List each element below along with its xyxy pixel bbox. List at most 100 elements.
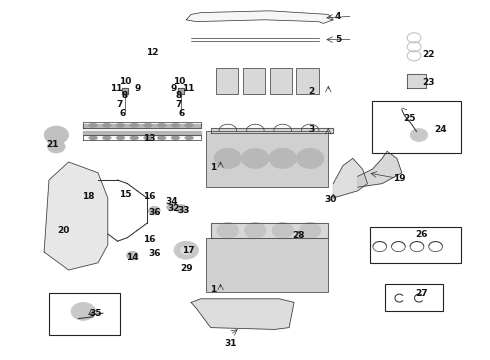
Text: 20: 20 [57, 226, 70, 235]
Ellipse shape [171, 136, 180, 140]
Polygon shape [178, 88, 184, 94]
Circle shape [174, 241, 198, 259]
Polygon shape [83, 124, 201, 128]
Text: 33: 33 [177, 206, 190, 215]
Text: 11: 11 [110, 84, 123, 93]
Circle shape [214, 148, 242, 168]
Text: 19: 19 [393, 174, 406, 183]
Text: 10: 10 [172, 77, 185, 86]
FancyBboxPatch shape [372, 101, 461, 153]
Text: 32: 32 [168, 204, 180, 213]
Polygon shape [270, 68, 292, 94]
Polygon shape [186, 11, 333, 23]
Text: 8: 8 [176, 91, 182, 100]
Ellipse shape [102, 123, 111, 127]
Text: 35: 35 [89, 309, 102, 318]
Circle shape [71, 302, 96, 320]
Text: 34: 34 [165, 197, 178, 206]
Polygon shape [191, 299, 294, 329]
Text: 9: 9 [171, 84, 177, 93]
Circle shape [44, 126, 69, 144]
Ellipse shape [116, 123, 125, 127]
Text: 36: 36 [148, 249, 161, 258]
Text: 25: 25 [403, 114, 416, 123]
Text: 21: 21 [47, 140, 59, 149]
Ellipse shape [144, 136, 152, 140]
Text: 22: 22 [422, 50, 435, 59]
Ellipse shape [185, 123, 194, 127]
Text: 13: 13 [143, 134, 156, 143]
Circle shape [175, 204, 187, 213]
Text: 2: 2 [308, 87, 314, 96]
Polygon shape [243, 68, 265, 94]
Polygon shape [122, 88, 128, 94]
Text: 8: 8 [122, 91, 128, 100]
Text: 11: 11 [182, 84, 195, 93]
Circle shape [245, 222, 266, 238]
Ellipse shape [144, 123, 152, 127]
Text: 16: 16 [143, 235, 156, 244]
Text: 12: 12 [146, 48, 158, 57]
Circle shape [410, 129, 428, 141]
Polygon shape [407, 74, 426, 88]
Polygon shape [358, 151, 402, 187]
Ellipse shape [185, 136, 194, 140]
Ellipse shape [130, 136, 139, 140]
Circle shape [167, 203, 176, 211]
Text: 26: 26 [415, 230, 428, 239]
Polygon shape [83, 131, 201, 135]
Text: 29: 29 [180, 264, 193, 273]
Polygon shape [216, 68, 238, 94]
Ellipse shape [157, 136, 166, 140]
Text: 7: 7 [117, 100, 123, 109]
Text: 9: 9 [134, 84, 141, 93]
Polygon shape [44, 162, 108, 270]
Ellipse shape [130, 123, 139, 127]
Ellipse shape [116, 136, 125, 140]
Text: 36: 36 [148, 208, 161, 217]
Text: 18: 18 [82, 192, 95, 201]
Text: 17: 17 [182, 246, 195, 255]
FancyBboxPatch shape [49, 293, 120, 335]
Text: 6: 6 [178, 109, 184, 118]
Ellipse shape [102, 136, 111, 140]
Text: 3: 3 [308, 125, 314, 134]
FancyBboxPatch shape [370, 227, 461, 263]
Polygon shape [206, 131, 328, 187]
Circle shape [299, 222, 321, 238]
Ellipse shape [89, 123, 98, 127]
Text: 1: 1 [210, 163, 216, 172]
Polygon shape [206, 238, 328, 292]
Text: 16: 16 [143, 192, 156, 201]
Text: 5: 5 [335, 35, 341, 44]
FancyBboxPatch shape [385, 284, 443, 311]
Ellipse shape [171, 123, 180, 127]
Circle shape [148, 206, 160, 215]
Text: 15: 15 [119, 190, 131, 199]
Text: 1: 1 [210, 285, 216, 294]
Text: 24: 24 [435, 125, 447, 134]
Ellipse shape [157, 123, 166, 127]
Text: 10: 10 [119, 77, 131, 86]
Text: 31: 31 [224, 339, 237, 348]
Text: 30: 30 [324, 195, 337, 204]
Text: 28: 28 [293, 231, 305, 240]
Polygon shape [211, 128, 333, 133]
Polygon shape [211, 223, 328, 238]
Text: 23: 23 [422, 78, 435, 87]
Circle shape [269, 148, 296, 168]
Circle shape [217, 222, 239, 238]
Polygon shape [333, 158, 368, 198]
Circle shape [48, 140, 65, 153]
Text: 7: 7 [175, 100, 182, 109]
Ellipse shape [89, 136, 98, 140]
Circle shape [296, 148, 324, 168]
Polygon shape [296, 68, 318, 94]
Text: 27: 27 [415, 289, 428, 298]
Circle shape [180, 246, 192, 255]
Circle shape [272, 222, 294, 238]
Text: 6: 6 [120, 109, 125, 118]
Circle shape [126, 251, 138, 260]
Text: 14: 14 [126, 253, 139, 262]
Text: 4: 4 [335, 12, 342, 21]
